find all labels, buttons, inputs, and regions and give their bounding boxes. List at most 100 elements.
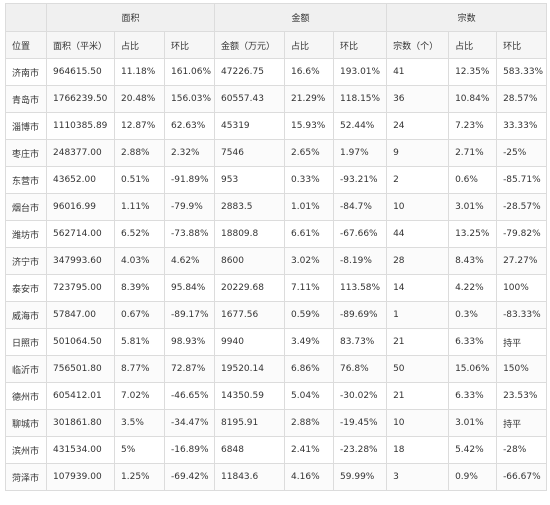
cell-location: 泰安市 (5, 274, 47, 302)
cell-count: 44 (386, 220, 450, 248)
cell-count-mom: 27.27% (496, 247, 548, 275)
cell-area-mom: 161.06% (163, 58, 216, 86)
cell-area: 964615.50 (46, 58, 115, 86)
table-row: 济南市 964615.50 11.18% 161.06% 47226.75 16.6% 19… (5, 58, 548, 86)
cell-count-share: 5.42% (448, 436, 498, 464)
cell-area-share: 4.03% (114, 247, 165, 275)
cell-area-share: 2.88% (114, 139, 165, 167)
cell-count-share: 8.43% (448, 247, 498, 275)
group-header-count: 宗数 (386, 3, 548, 32)
cell-amount: 6848 (214, 436, 286, 464)
cell-area-share: 3.5% (114, 409, 165, 437)
cell-amount: 7546 (214, 139, 286, 167)
cell-count: 9 (386, 139, 450, 167)
cell-amount: 60557.43 (214, 85, 286, 113)
cell-location: 日照市 (5, 328, 47, 356)
column-header-amount: 金额（万元） (214, 31, 286, 59)
cell-amount-mom: -84.7% (333, 193, 388, 221)
cell-amount: 18809.8 (214, 220, 286, 248)
cell-amount-mom: -23.28% (333, 436, 388, 464)
cell-count: 50 (386, 355, 450, 383)
cell-area-share: 8.77% (114, 355, 165, 383)
column-header-area-share: 占比 (114, 31, 165, 59)
cell-area: 1110385.89 (46, 112, 115, 140)
cell-area-share: 8.39% (114, 274, 165, 302)
cell-area: 1766239.50 (46, 85, 115, 113)
table-row: 烟台市 96016.99 1.11% -79.9% 2883.5 1.01% -84.7% 1… (5, 193, 548, 221)
cell-amount-mom: -67.66% (333, 220, 388, 248)
cell-amount-mom: 59.99% (333, 463, 388, 491)
cell-amount-mom: 76.8% (333, 355, 388, 383)
cell-amount: 1677.56 (214, 301, 286, 329)
cell-count-share: 2.71% (448, 139, 498, 167)
cell-count-mom: 583.33% (496, 58, 548, 86)
cell-amount-mom: 113.58% (333, 274, 388, 302)
cell-location: 青岛市 (5, 85, 47, 113)
column-header-amount-mom: 环比 (333, 31, 388, 59)
cell-area-mom: 156.03% (163, 85, 216, 113)
cell-location: 威海市 (5, 301, 47, 329)
cell-count-mom: 持平 (496, 409, 548, 437)
cell-count-share: 0.3% (448, 301, 498, 329)
cell-amount: 8600 (214, 247, 286, 275)
column-header-row: 位置 面积（平米） 占比 环比 金额（万元） 占比 环比 宗数（个） 占比 环比 (5, 31, 548, 59)
table-row: 威海市 57847.00 0.67% -89.17% 1677.56 0.59% -89.6… (5, 301, 548, 329)
cell-count-share: 0.6% (448, 166, 498, 194)
cell-amount-share: 16.6% (284, 58, 335, 86)
cell-count-mom: -25% (496, 139, 548, 167)
cell-count: 3 (386, 463, 450, 491)
cell-area: 96016.99 (46, 193, 115, 221)
cell-amount: 2883.5 (214, 193, 286, 221)
column-header-count: 宗数（个） (386, 31, 450, 59)
land-transaction-table: 面积 金额 宗数 位置 面积（平米） 占比 环比 金额（万元） 占比 环比 宗数… (5, 3, 548, 491)
cell-amount-share: 3.02% (284, 247, 335, 275)
cell-area: 248377.00 (46, 139, 115, 167)
cell-amount-share: 0.59% (284, 301, 335, 329)
column-header-area-mom: 环比 (163, 31, 216, 59)
cell-amount-share: 2.65% (284, 139, 335, 167)
cell-area: 562714.00 (46, 220, 115, 248)
cell-location: 枣庄市 (5, 139, 47, 167)
cell-area: 57847.00 (46, 301, 115, 329)
cell-amount-mom: 1.97% (333, 139, 388, 167)
column-header-location: 位置 (5, 31, 47, 59)
cell-count-share: 7.23% (448, 112, 498, 140)
cell-count-mom: 33.33% (496, 112, 548, 140)
cell-amount: 19520.14 (214, 355, 286, 383)
table-row: 日照市 501064.50 5.81% 98.93% 9940 3.49% 83.73% 21… (5, 328, 548, 356)
cell-amount-mom: 118.15% (333, 85, 388, 113)
cell-amount: 14350.59 (214, 382, 286, 410)
cell-amount-share: 4.16% (284, 463, 335, 491)
cell-count: 41 (386, 58, 450, 86)
cell-count-mom: 持平 (496, 328, 548, 356)
cell-area: 347993.60 (46, 247, 115, 275)
table-row: 青岛市 1766239.50 20.48% 156.03% 60557.43 21.29%… (5, 85, 548, 113)
group-header-blank (5, 3, 47, 32)
cell-location: 烟台市 (5, 193, 47, 221)
cell-count-share: 0.9% (448, 463, 498, 491)
cell-count-mom: -28.57% (496, 193, 548, 221)
cell-amount-mom: -8.19% (333, 247, 388, 275)
cell-amount-mom: -30.02% (333, 382, 388, 410)
cell-area-share: 11.18% (114, 58, 165, 86)
cell-area-share: 12.87% (114, 112, 165, 140)
cell-amount-mom: 193.01% (333, 58, 388, 86)
cell-amount: 47226.75 (214, 58, 286, 86)
cell-location: 菏泽市 (5, 463, 47, 491)
table-body: 济南市 964615.50 11.18% 161.06% 47226.75 16.6% 19… (5, 58, 548, 491)
cell-area: 501064.50 (46, 328, 115, 356)
table-row: 泰安市 723795.00 8.39% 95.84% 20229.68 7.11% 113.… (5, 274, 548, 302)
cell-count: 10 (386, 409, 450, 437)
cell-count-share: 12.35% (448, 58, 498, 86)
cell-area: 301861.80 (46, 409, 115, 437)
cell-area-mom: 95.84% (163, 274, 216, 302)
cell-area-mom: -46.65% (163, 382, 216, 410)
table-row: 济宁市 347993.60 4.03% 4.62% 8600 3.02% -8.19% 28 8… (5, 247, 548, 275)
cell-amount-mom: 83.73% (333, 328, 388, 356)
cell-count: 21 (386, 382, 450, 410)
table-row: 淄博市 1110385.89 12.87% 62.63% 45319 15.93% 52.4… (5, 112, 548, 140)
cell-area-mom: 62.63% (163, 112, 216, 140)
cell-amount-share: 2.88% (284, 409, 335, 437)
cell-count: 36 (386, 85, 450, 113)
column-header-area: 面积（平米） (46, 31, 115, 59)
